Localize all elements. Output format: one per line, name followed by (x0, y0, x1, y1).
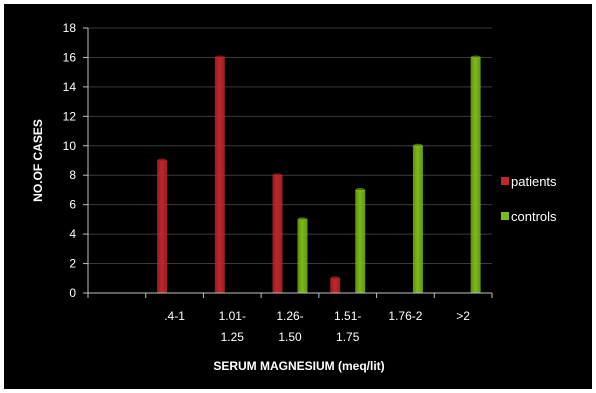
chart-svg: 0 2 4 6 8 10 12 14 16 18 .4-1 1.01- 1.25 1.26- 1.50 1.… (31, 21, 557, 373)
bars (157, 55, 481, 293)
x-tick-label: 1.50 (278, 330, 302, 344)
x-axis-title: SERUM MAGNESIUM (meq/lit) (213, 359, 384, 373)
legend-label-controls: controls (511, 209, 557, 224)
y-tick-label: 10 (63, 139, 77, 153)
chart-frame: 0 2 4 6 8 10 12 14 16 18 .4-1 1.01- 1.25 1.26- 1.50 1.… (4, 4, 592, 389)
x-tick-label: 1.76-2 (388, 309, 422, 323)
bar-controls-6 (470, 57, 481, 293)
x-tick-label: >2 (456, 309, 470, 323)
bar-top-controls-3 (297, 217, 308, 222)
bar-top-patients-4 (330, 276, 341, 281)
x-tick-label: 1.01- (219, 309, 246, 323)
y-tick-label: 18 (63, 21, 77, 35)
bar-controls-3 (297, 219, 308, 293)
bar-top-patients-3 (272, 173, 283, 178)
x-tick-label: 1.51- (334, 309, 361, 323)
y-tick-labels: 0 2 4 6 8 10 12 14 16 18 (63, 21, 88, 300)
bar-top-patients-2 (214, 55, 225, 60)
bar-controls-4 (355, 189, 366, 293)
bar-patients-2 (214, 57, 225, 293)
bar-patients-3 (272, 175, 283, 293)
legend: patients controls (501, 174, 557, 224)
bar-top-patients-1 (157, 158, 168, 163)
legend-swatch-patients (501, 177, 509, 185)
legend-label-patients: patients (511, 174, 557, 189)
x-tick-label: 1.25 (221, 330, 245, 344)
x-tick-labels: .4-1 1.01- 1.25 1.26- 1.50 1.51- 1.75 1.76-2 >2 (87, 293, 493, 344)
y-tick-label: 4 (69, 227, 76, 241)
bar-top-controls-6 (470, 55, 481, 60)
legend-swatch-controls (501, 212, 509, 220)
bar-top-controls-5 (412, 143, 423, 148)
y-tick-label: 14 (63, 80, 77, 94)
y-tick-label: 12 (63, 109, 77, 123)
bar-controls-5 (412, 145, 423, 293)
bar-patients-1 (157, 160, 168, 293)
x-tick-label: 1.75 (336, 330, 360, 344)
y-tick-label: 6 (69, 198, 76, 212)
bar-patients-4 (330, 278, 341, 293)
bar-top-controls-4 (355, 187, 366, 192)
y-tick-label: 0 (69, 286, 76, 300)
x-tick-label: .4-1 (164, 309, 185, 323)
y-tick-label: 8 (69, 168, 76, 182)
grid-lines (88, 27, 492, 265)
y-tick-label: 2 (69, 257, 76, 271)
x-tick-label: 1.26- (276, 309, 303, 323)
y-axis-title: NO.OF CASES (31, 119, 45, 202)
y-tick-label: 16 (63, 50, 77, 64)
